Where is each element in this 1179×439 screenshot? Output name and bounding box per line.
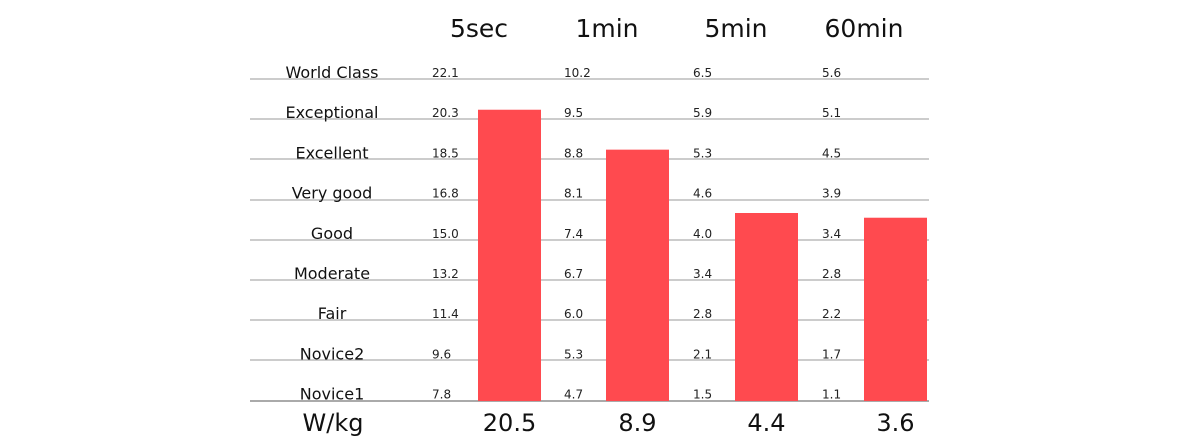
threshold-label: 5.6 [822,66,841,80]
threshold-label: 1.7 [822,347,841,361]
threshold-label: 2.8 [822,267,841,281]
threshold-label: 3.4 [822,227,841,241]
threshold-label: 8.1 [564,187,583,201]
threshold-label: 7.4 [564,227,583,241]
grid-layer [250,78,929,402]
threshold-label: 9.6 [432,347,451,361]
threshold-label: 7.8 [432,388,451,402]
bar-value-label: 8.9 [618,409,656,437]
bar-layer [478,109,927,401]
level-label: World Class [285,63,378,82]
threshold-label: 6.0 [564,307,583,321]
threshold-label: 6.5 [693,66,712,80]
threshold-label: 5.3 [693,146,712,160]
level-label: Novice2 [300,344,365,363]
bar-1min [606,149,669,401]
bar-value-label: 4.4 [747,409,785,437]
threshold-label: 4.0 [693,227,712,241]
category-header: 1min [575,14,638,43]
level-label: Very good [292,184,373,203]
threshold-label: 9.5 [564,106,583,120]
threshold-label: 15.0 [432,227,459,241]
bar-5sec [478,109,541,401]
threshold-label: 18.5 [432,146,459,160]
bar-5min [735,213,798,401]
threshold-label: 4.6 [693,187,712,201]
category-header: 5sec [450,14,508,43]
threshold-label: 11.4 [432,307,459,321]
bar-value-label: 20.5 [483,409,536,437]
threshold-label: 5.3 [564,347,583,361]
unit-label: W/kg [303,409,364,437]
threshold-label: 3.4 [693,267,712,281]
level-label: Moderate [294,264,370,283]
threshold-label: 1.5 [693,388,712,402]
threshold-label: 4.7 [564,388,583,402]
threshold-label: 8.8 [564,146,583,160]
category-header: 5min [704,14,767,43]
threshold-label: 22.1 [432,66,459,80]
text-layer: 5sec 1min 5min 60min World Class Exceptional E… [285,14,914,437]
threshold-label: 2.8 [693,307,712,321]
threshold-label: 4.5 [822,146,841,160]
threshold-label: 3.9 [822,187,841,201]
threshold-label: 6.7 [564,267,583,281]
bar-value-label: 3.6 [876,409,914,437]
category-header: 60min [825,14,904,43]
threshold-label: 16.8 [432,187,459,201]
level-label: Excellent [295,143,368,162]
threshold-label: 5.1 [822,106,841,120]
level-label: Exceptional [286,103,379,122]
level-label: Good [311,224,353,243]
bar-60min [864,217,927,401]
threshold-label: 10.2 [564,66,591,80]
threshold-label: 13.2 [432,267,459,281]
threshold-label: 2.1 [693,347,712,361]
level-label: Novice1 [300,385,365,404]
threshold-label: 5.9 [693,106,712,120]
level-label: Fair [318,304,347,323]
threshold-label: 20.3 [432,106,459,120]
threshold-label: 2.2 [822,307,841,321]
threshold-label: 1.1 [822,388,841,402]
